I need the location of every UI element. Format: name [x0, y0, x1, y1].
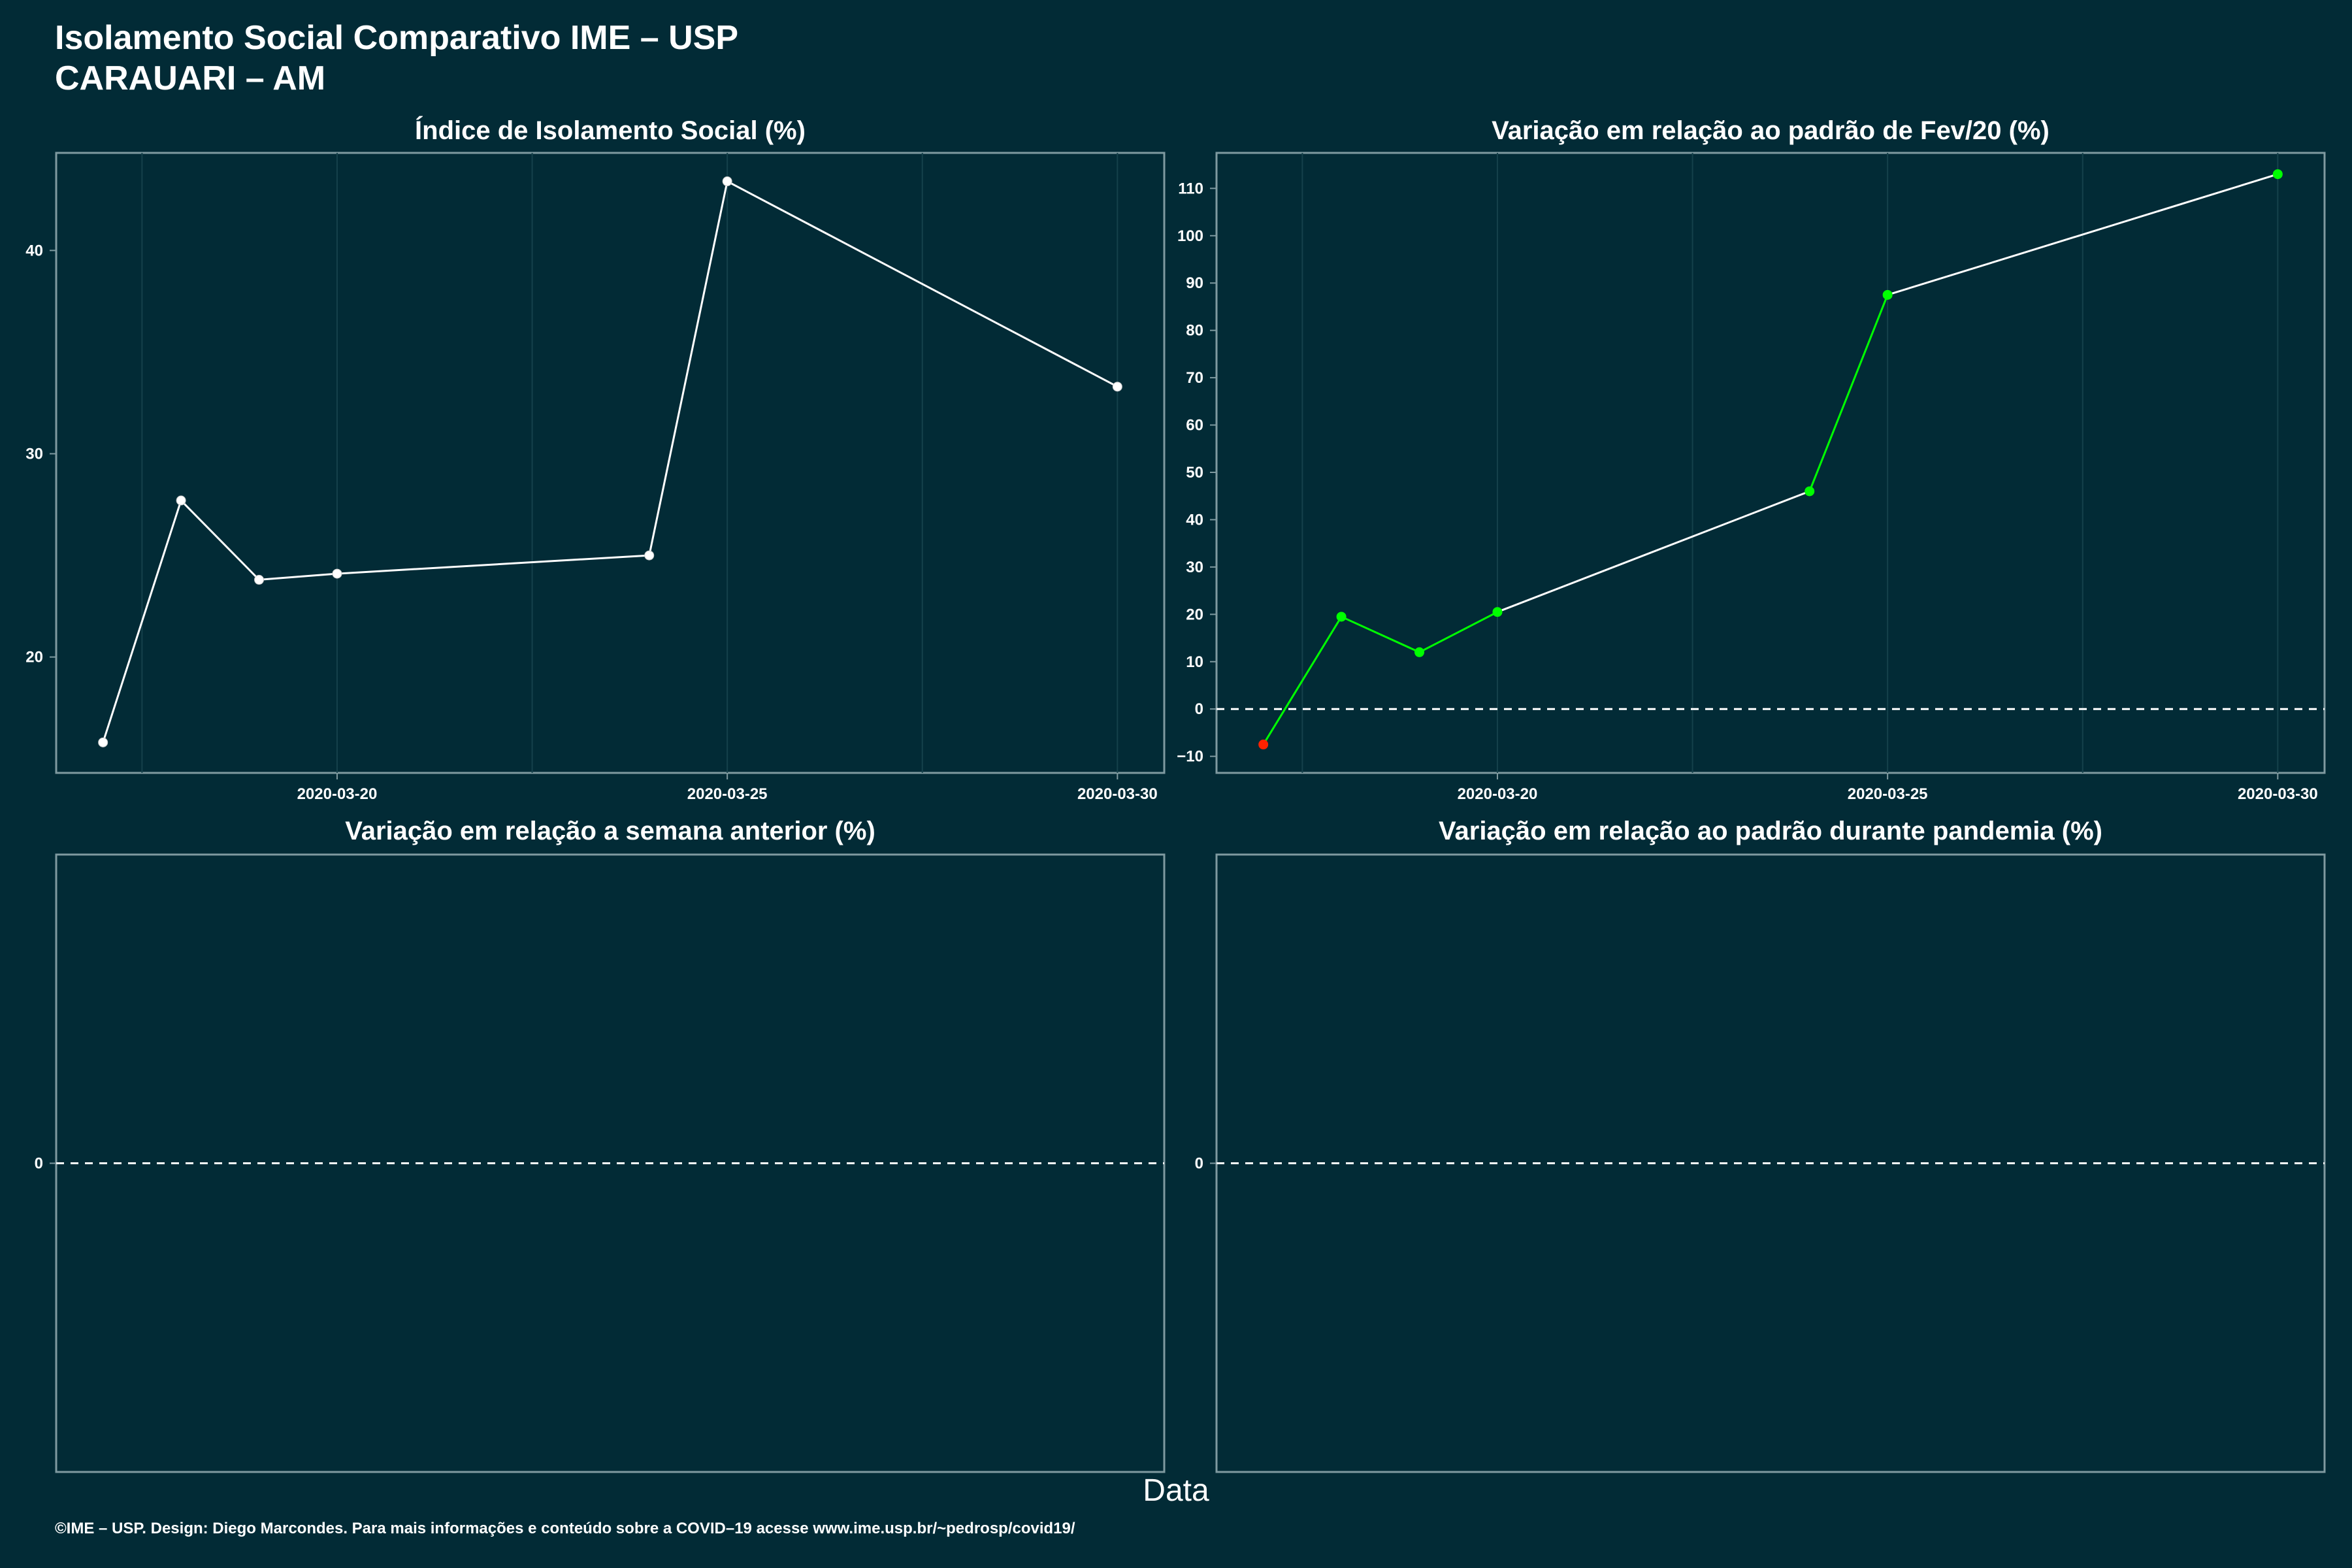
y-tick-label: 100 [1177, 227, 1203, 245]
series-line-segment [102, 500, 182, 743]
x-tick-label: 2020-03-25 [687, 785, 768, 803]
y-tick-label: 20 [25, 649, 43, 666]
y-tick-label: 10 [1186, 653, 1203, 671]
y-tick-label: 0 [1195, 700, 1203, 718]
y-tick-label: 20 [1186, 606, 1203, 623]
data-point [1492, 607, 1503, 617]
series-line-segment [1262, 616, 1343, 745]
x-axis-label: Data [1143, 1473, 1209, 1508]
panel-title-isolation-index: Índice de Isolamento Social (%) [415, 116, 806, 145]
y-tick-label: 110 [1178, 180, 1203, 197]
data-point [1414, 647, 1425, 657]
data-point [176, 495, 186, 506]
panel-frame [55, 152, 1166, 774]
series-line-segment [1887, 173, 2278, 296]
y-tick-label: 40 [1186, 511, 1203, 529]
data-point [98, 737, 108, 747]
data-point [1805, 486, 1815, 497]
series-line-segment [727, 180, 1119, 388]
x-tick-label: 2020-03-30 [2238, 785, 2318, 803]
data-point [722, 176, 732, 187]
data-point [254, 574, 265, 585]
data-point [644, 550, 655, 561]
x-tick-label: 2020-03-20 [1458, 785, 1538, 803]
series-line-segment [648, 181, 728, 556]
x-tick-label: 2020-03-20 [297, 785, 378, 803]
data-point [1112, 382, 1122, 392]
y-tick-label: 30 [1186, 559, 1203, 576]
y-tick-label: 50 [1186, 464, 1203, 482]
series-line-segment [1808, 294, 1889, 492]
series-line-segment [180, 500, 260, 581]
data-point [1336, 612, 1347, 622]
chart-subtitle: CARAUARI – AM [55, 59, 326, 97]
footer-caption: ©IME – USP. Design: Diego Marcondes. Par… [55, 1520, 1075, 1537]
y-tick-label: 0 [35, 1155, 43, 1173]
chart-title: Isolamento Social Comparativo IME – USP [55, 19, 739, 57]
data-point [332, 568, 342, 579]
panel-frame [1215, 152, 2326, 774]
x-tick-label: 2020-03-30 [1077, 785, 1158, 803]
y-tick-label: 60 [1186, 417, 1203, 434]
y-tick-label: 70 [1186, 369, 1203, 387]
y-tick-label: 90 [1186, 274, 1203, 292]
y-tick-label: −10 [1177, 748, 1203, 766]
series-line-segment [1418, 611, 1498, 653]
y-tick-label: 80 [1186, 322, 1203, 340]
panel-title-variation-pandemic: Variação em relação ao padrão durante pa… [1439, 817, 2102, 845]
series-line-segment [1497, 490, 1810, 613]
data-point [2272, 169, 2283, 180]
series-line-segment [336, 554, 649, 575]
y-tick-label: 30 [25, 445, 43, 463]
data-point [1258, 740, 1269, 750]
y-tick-label: 40 [25, 242, 43, 259]
panel-title-variation-previous-week: Variação em relação a semana anterior (%… [345, 817, 875, 845]
y-tick-label: 0 [1195, 1155, 1203, 1173]
data-point [1882, 289, 1893, 300]
series-line-segment [259, 572, 338, 581]
x-tick-label: 2020-03-25 [1848, 785, 1928, 803]
series-line-segment [1341, 615, 1420, 653]
panel-title-variation-feb: Variação em relação ao padrão de Fev/20 … [1492, 116, 2050, 145]
